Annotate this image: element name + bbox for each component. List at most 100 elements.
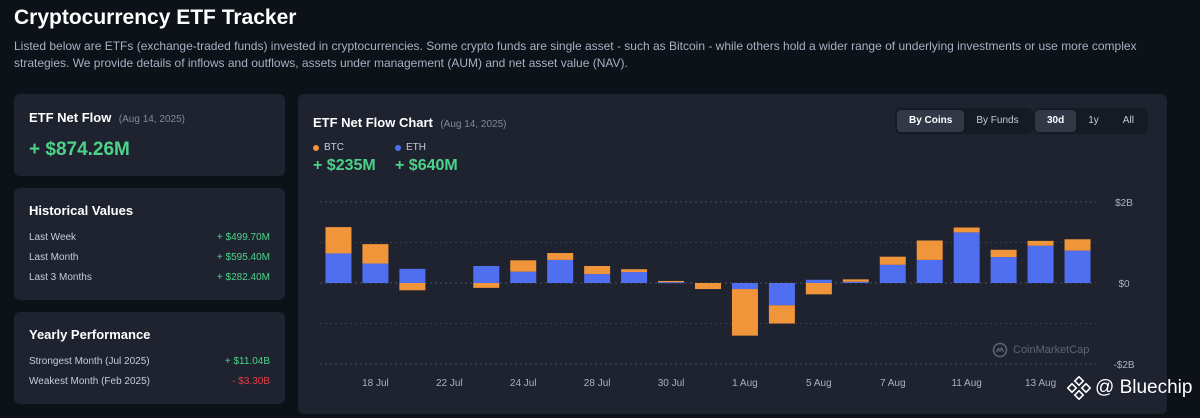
x-tick-label: 18 Jul: [362, 378, 389, 389]
legend-btc: BTC + $235M: [313, 142, 376, 175]
binance-logo-icon: [1067, 376, 1091, 400]
btc-bar: [399, 283, 426, 291]
btc-bar: [325, 227, 352, 254]
historical-row-last-3-months: Last 3 Months + $282.40M: [29, 267, 270, 287]
eth-bar: [658, 282, 685, 284]
historical-value: + $282.40M: [216, 271, 270, 283]
eth-bar: [1027, 245, 1054, 283]
historical-label: Last 3 Months: [29, 271, 92, 283]
eth-bar: [805, 279, 832, 283]
x-tick-label: 13 Aug: [1025, 378, 1056, 389]
yearly-row-strongest: Strongest Month (Jul 2025) + $11.04B: [29, 351, 270, 371]
btc-bar: [584, 265, 611, 275]
by-coins-button[interactable]: By Coins: [897, 110, 965, 132]
legend-eth-value: + $640M: [395, 157, 458, 174]
btc-bar: [1064, 239, 1091, 251]
legend-eth: ETH + $640M: [395, 142, 458, 175]
eth-bar: [362, 263, 389, 283]
btc-bar: [510, 260, 537, 272]
coinmarketcap-watermark: CoinMarketCap: [992, 342, 1089, 358]
eth-bar: [473, 265, 500, 283]
net-flow-value: + $874.26M: [29, 139, 130, 160]
chart-date: (Aug 14, 2025): [440, 119, 507, 130]
historical-value: + $499.70M: [216, 231, 270, 243]
btc-bar: [695, 283, 721, 290]
btc-bar: [916, 240, 943, 260]
net-flow-bar-chart: $2B $0 -$2B 18 Jul 22 Jul 24 Jul 28 Jul 30 Jul 1…: [320, 198, 1135, 389]
y-tick-label: -$2B: [1113, 360, 1134, 371]
net-flow-header: ETF Net Flow (Aug 14, 2025): [29, 109, 270, 127]
eth-bar: [916, 259, 943, 283]
yearly-performance-card: Yearly Performance Strongest Month (Jul …: [14, 312, 285, 404]
yearly-title: Yearly Performance: [29, 327, 151, 342]
yearly-value: + $11.04B: [224, 355, 270, 367]
historical-label: Last Week: [29, 231, 77, 243]
legend-btc-value: + $235M: [313, 157, 376, 174]
eth-dot-icon: [395, 144, 401, 151]
btc-bar: [879, 256, 906, 265]
eth-bar: [1064, 250, 1091, 283]
x-tick-label: 7 Aug: [880, 378, 906, 389]
btc-bar: [658, 280, 685, 283]
btc-bar: [990, 249, 1017, 258]
btc-bar: [842, 279, 869, 282]
eth-bar: [399, 268, 426, 283]
y-tick-label: $0: [1118, 279, 1130, 290]
bluechip-branding: @ Bluechip: [1067, 376, 1192, 400]
eth-bar: [510, 271, 537, 283]
x-tick-label: 24 Jul: [510, 378, 537, 389]
eth-bar: [879, 264, 906, 283]
x-tick-label: 28 Jul: [584, 378, 611, 389]
historical-value: + $595.40M: [216, 251, 270, 263]
eth-bar: [953, 232, 980, 283]
net-flow-card: ETF Net Flow (Aug 14, 2025) + $874.26M: [14, 94, 285, 176]
yearly-value: - $3.30B: [232, 375, 270, 387]
btc-bar: [953, 227, 980, 233]
x-tick-label: 11 Aug: [951, 378, 981, 389]
btc-bar: [805, 283, 832, 295]
btc-bar: [1027, 240, 1054, 246]
bluechip-handle: @ Bluechip: [1095, 377, 1193, 398]
yearly-row-weakest: Weakest Month (Feb 2025) - $3.30B: [29, 371, 270, 391]
historical-row-last-week: Last Week + $499.70M: [29, 227, 270, 247]
yearly-label: Weakest Month (Feb 2025): [29, 375, 150, 387]
watermark-text: CoinMarketCap: [1013, 344, 1090, 356]
eth-bar: [768, 283, 795, 306]
range-30d-button[interactable]: 30d: [1035, 110, 1077, 132]
eth-bar: [842, 281, 869, 283]
net-flow-chart-card: ETF Net Flow Chart (Aug 14, 2025) By Coi…: [298, 94, 1167, 414]
eth-bar: [731, 283, 758, 290]
eth-bar: [584, 274, 611, 283]
x-tick-label: 1 Aug: [732, 378, 758, 389]
legend-eth-label: ETH: [406, 142, 426, 153]
eth-bar: [990, 257, 1017, 283]
eth-bar: [621, 272, 648, 283]
chart-title: ETF Net Flow Chart: [313, 115, 433, 130]
eth-bar: [325, 253, 352, 283]
legend-btc-label: BTC: [324, 142, 344, 153]
historical-values-card: Historical Values Last Week + $499.70M L…: [14, 188, 285, 300]
range-toggle: 30d 1y All: [1033, 108, 1148, 134]
view-toggle: By Coins By Funds: [895, 108, 1033, 134]
x-tick-label: 5 Aug: [806, 378, 832, 389]
net-flow-title: ETF Net Flow: [29, 110, 112, 125]
range-all-button[interactable]: All: [1122, 115, 1134, 126]
historical-label: Last Month: [29, 251, 79, 263]
coinmarketcap-logo-icon: [992, 342, 1008, 358]
btc-bar: [621, 269, 648, 273]
range-1y-button[interactable]: 1y: [1088, 115, 1099, 126]
x-tick-label: 22 Jul: [436, 378, 463, 389]
chart-header: ETF Net Flow Chart (Aug 14, 2025): [313, 114, 507, 132]
btc-bar: [547, 253, 574, 260]
page-description: Listed below are ETFs (exchange-traded f…: [14, 39, 1137, 70]
eth-bar: [547, 259, 574, 283]
historical-row-last-month: Last Month + $595.40M: [29, 247, 270, 267]
btc-bar: [362, 244, 389, 264]
btc-bar: [731, 289, 758, 336]
historical-title: Historical Values: [29, 203, 134, 218]
net-flow-date: (Aug 14, 2025): [118, 114, 185, 125]
by-funds-button[interactable]: By Funds: [976, 115, 1019, 126]
btc-dot-icon: [313, 144, 319, 151]
btc-bar: [768, 305, 795, 324]
btc-bar: [473, 283, 500, 288]
